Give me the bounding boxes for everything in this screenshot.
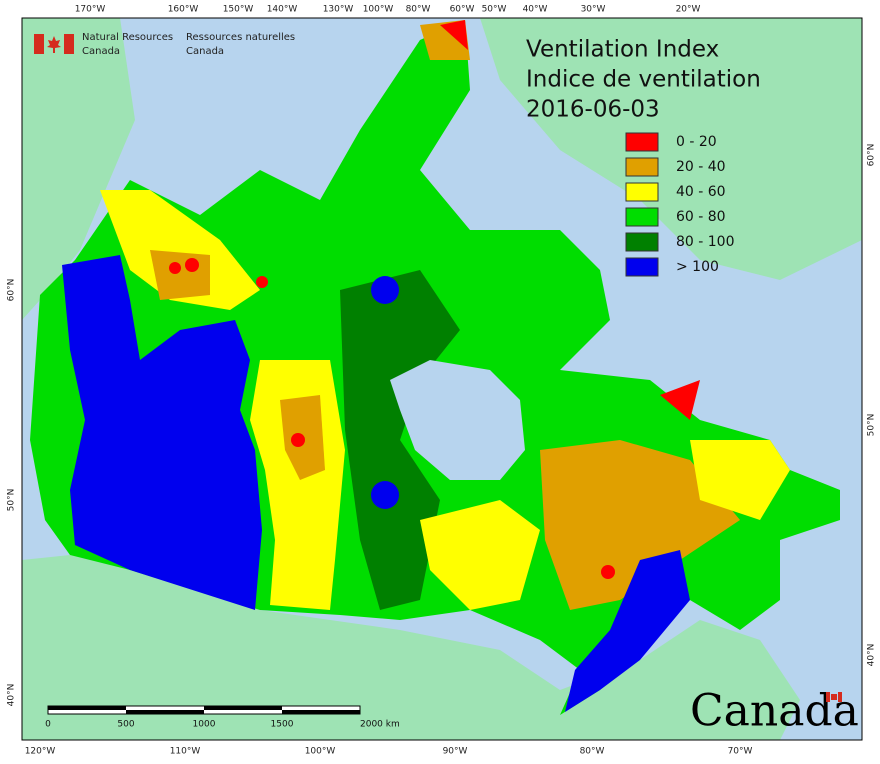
wordmark-flag [826,692,830,702]
alaska-siberia [22,18,135,320]
graticule-label: 60°N [7,279,17,302]
graticule-label: 40°W [523,5,548,15]
legend-label: 80 - 100 [676,234,735,250]
graticule-label: 50°N [867,414,877,437]
graticule-label: 30°W [581,5,606,15]
legend-label: 20 - 40 [676,159,726,175]
graticule-label: 80°W [580,747,605,757]
zone-red-spot [185,258,199,272]
scale-label: 2000 km [360,720,400,730]
legend-swatch [625,207,659,227]
scale-label: 0 [45,720,51,730]
greenland [480,18,862,280]
agency-fr: Canada [186,46,224,57]
zone-red-spot [660,380,700,420]
zone-red-spot [169,262,181,274]
graticule-label: 40°N [867,644,877,667]
graticule-label: 110°W [170,747,201,757]
agency-en: Canada [82,46,120,57]
scale-label: 500 [117,720,134,730]
legend-label: 0 - 20 [676,134,717,150]
graticule-label: 170°W [75,5,106,15]
hudson-bay [390,360,525,480]
zone-orange-north [150,250,210,300]
scale-label: 1500 [271,720,294,730]
agency-fr: Ressources naturelles [186,32,295,43]
wordmark: Canada [690,686,859,737]
scale-bar-seg [48,706,126,710]
maple-leaf [47,36,61,53]
legend-label: 60 - 80 [676,209,726,225]
zone-red-spot [291,433,305,447]
zone-yellow-north [100,190,260,310]
zone-red-spot [256,276,268,288]
graticule-label: 50°W [482,5,507,15]
zone-orange-quebec [540,440,740,610]
agency-en: Natural Resources [82,32,173,43]
zone-yellow-ontario [420,500,540,610]
graticule-label: 70°W [728,747,753,757]
graticule-label: 80°W [406,5,431,15]
zone-red-ellesmere [440,20,468,50]
legend-swatch [625,182,659,202]
legend-swatch [625,257,659,277]
flag-bar [64,34,74,54]
map-frame [21,17,863,741]
legend-swatch [625,157,659,177]
legend-label: 40 - 60 [676,184,726,200]
flag-bar [34,34,44,54]
legend-swatch [625,132,659,152]
graticule-label: 50°N [7,489,17,512]
graticule-label: 100°W [363,5,394,15]
scale-bar [47,705,361,715]
graticule-label: 160°W [168,5,199,15]
graticule-label: 150°W [223,5,254,15]
zone-blue-east [565,550,690,712]
graticule-label: 60°W [450,5,475,15]
usa [22,555,800,740]
zone-red-spot [601,565,615,579]
legend-label: > 100 [676,259,719,275]
graticule-label: 60°N [867,144,877,167]
graticule-label: 130°W [323,5,354,15]
nrcan-logo [34,34,74,54]
scale-bar-seg [126,710,204,714]
zone-blue-spot [371,276,399,304]
title: Ventilation Index [526,37,719,63]
graticule-label: 90°W [443,747,468,757]
title: Indice de ventilation [526,67,761,93]
legend-swatch [625,232,659,252]
graticule-label: 40°N [7,684,17,707]
graticule-label: 140°W [267,5,298,15]
scale-bar-seg [282,710,360,714]
zone-yellow-labrador [690,440,790,520]
scale-bar-seg [204,706,282,710]
zone-blue-spot [371,481,399,509]
scale-label: 1000 [193,720,216,730]
graticule-label: 120°W [25,747,56,757]
graticule-label: 100°W [305,747,336,757]
date: 2016-06-03 [526,97,660,123]
wordmark-flag [831,694,837,700]
graticule-label: 20°W [676,5,701,15]
zone-blue-west [62,255,262,610]
wordmark-flag [838,692,842,702]
